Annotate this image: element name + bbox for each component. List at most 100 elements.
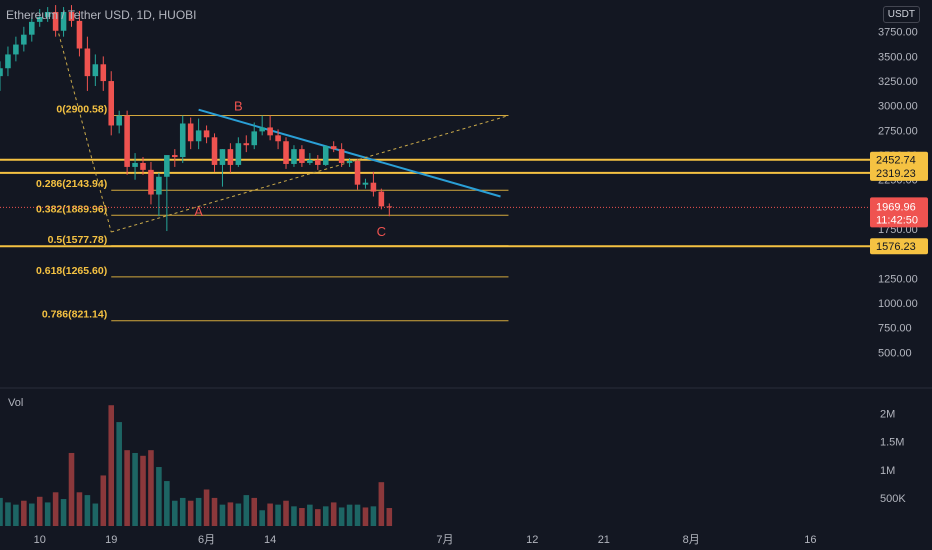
volume-bar — [132, 452, 138, 526]
candle-body — [235, 143, 242, 165]
volume-bar — [187, 500, 194, 526]
volume-bar — [195, 497, 202, 526]
candle-body — [203, 130, 210, 138]
level-price-badge — [870, 151, 928, 168]
volume-bar — [315, 509, 321, 526]
time-tick-label: 10 — [34, 534, 46, 546]
candle-body — [315, 160, 321, 165]
time-tick-label: 6月 — [198, 534, 215, 546]
candle-body — [307, 160, 313, 163]
volume-bar — [60, 499, 67, 526]
price-tick-label: 3500.00 — [878, 51, 918, 63]
candle-body — [219, 149, 226, 165]
candle-body — [299, 149, 305, 163]
volume-bar — [283, 500, 289, 526]
candle-body — [156, 176, 162, 195]
candle-body — [52, 12, 59, 31]
volume-bar — [362, 507, 369, 526]
wave-label: B — [234, 99, 243, 114]
volume-bar — [21, 500, 27, 526]
candle-body — [36, 16, 43, 22]
time-tick-label: 8月 — [683, 534, 700, 546]
volume-bar — [386, 508, 393, 526]
volume-bar — [259, 510, 265, 526]
volume-tick-label: 2M — [880, 409, 895, 421]
candle-body — [140, 162, 146, 170]
candle-body — [283, 141, 289, 164]
candle-body — [362, 182, 369, 185]
candle-body — [76, 20, 83, 49]
price-tick-label: 500.00 — [878, 347, 912, 359]
volume-bar — [100, 475, 107, 526]
fib-level-label: 0.286(2143.94) — [36, 178, 107, 190]
volume-bar — [124, 450, 130, 526]
candle-body — [84, 48, 91, 77]
candle-body — [259, 127, 265, 132]
fib-level-label: 0.5(1577.78) — [48, 234, 108, 246]
volume-bar — [267, 503, 273, 526]
volume-bar — [92, 503, 99, 526]
volume-bar — [330, 502, 337, 526]
countdown-label: 11:42:50 — [876, 214, 918, 226]
fib-level-label: 0.786(821.14) — [42, 309, 107, 321]
candle-body — [92, 64, 99, 77]
price-tick-label: 3000.00 — [878, 101, 918, 113]
dashed-trend-line — [111, 115, 509, 233]
volume-bar — [338, 507, 345, 526]
trend-line — [198, 108, 501, 198]
candle-body — [116, 115, 122, 126]
time-tick-label: 14 — [264, 534, 276, 546]
volume-bar — [5, 502, 11, 526]
volume-bar — [275, 504, 281, 526]
currency-label[interactable]: USDT — [882, 6, 920, 23]
candle-body — [187, 123, 194, 142]
volume-bar — [251, 497, 258, 526]
volume-bar — [243, 495, 250, 526]
candle-body — [195, 130, 202, 142]
volume-bar — [378, 482, 385, 526]
volume-pane-label: Vol — [8, 397, 24, 409]
candle-body — [44, 12, 51, 17]
candle-body — [378, 191, 385, 207]
volume-bar — [116, 422, 122, 526]
candle-body — [267, 127, 273, 136]
volume-bar — [219, 504, 226, 526]
candle-body — [28, 21, 35, 35]
candle-body — [346, 160, 353, 163]
volume-bar — [44, 502, 51, 526]
level-price-label: 2452.74 — [876, 155, 916, 167]
candle-body — [13, 44, 19, 55]
volume-tick-label: 1.5M — [880, 437, 904, 449]
volume-bar — [179, 497, 186, 526]
candle-body — [227, 149, 234, 165]
candle-body — [108, 81, 115, 126]
candle-body — [251, 131, 258, 146]
candle-body — [322, 146, 329, 165]
price-tick-label: 1000.00 — [878, 298, 918, 310]
candle-body — [60, 12, 67, 31]
price-tick-label: 3250.00 — [878, 76, 918, 88]
candle-body — [291, 149, 297, 164]
volume-bar — [211, 497, 218, 526]
last-price-label: 1969.96 — [876, 201, 916, 213]
candle-body — [211, 137, 218, 165]
candle-body — [132, 162, 138, 167]
fib-level-label: 0(2900.58) — [56, 104, 107, 116]
fib-level-label: 0.382(1889.96) — [36, 203, 107, 215]
candle-body — [179, 123, 186, 158]
time-tick-label: 21 — [598, 534, 610, 546]
candle-body — [68, 12, 75, 21]
volume-bar — [172, 500, 178, 526]
price-tick-label: 750.00 — [878, 323, 912, 335]
symbol-title[interactable]: Ethereum / Tether USD, 1D, HUOBI — [6, 8, 197, 22]
candle-body — [124, 115, 130, 167]
volume-bar — [164, 481, 170, 526]
price-tick-label: 3750.00 — [878, 27, 918, 39]
candle-body — [275, 135, 281, 142]
volume-bar — [28, 503, 35, 526]
volume-bar — [76, 492, 83, 526]
volume-bar — [203, 489, 210, 526]
candle-body — [5, 54, 11, 69]
